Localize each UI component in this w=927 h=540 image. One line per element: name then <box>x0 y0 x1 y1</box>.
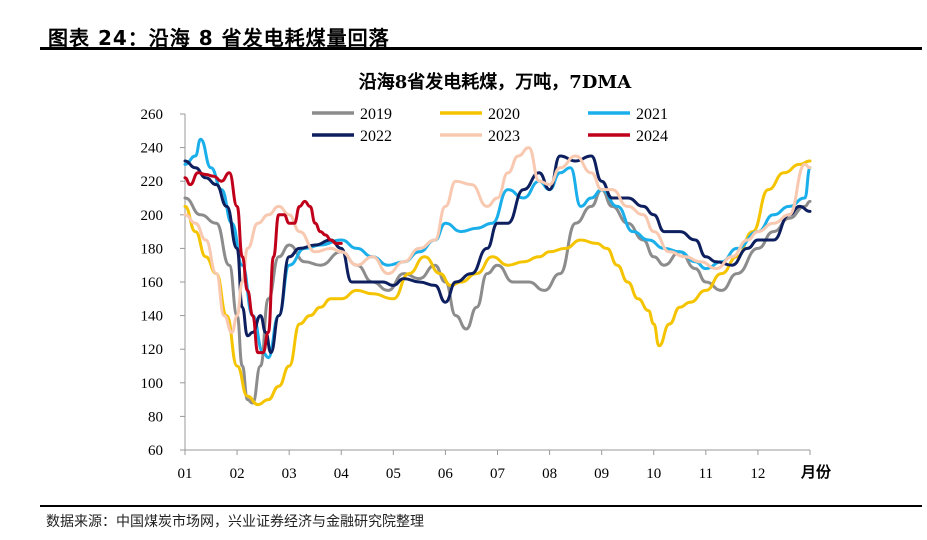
x-tick-label: 10 <box>646 466 661 482</box>
legend-label-2019: 2019 <box>360 106 392 123</box>
series-line-2019 <box>183 188 812 405</box>
x-tick-label: 05 <box>386 466 401 482</box>
source-note: 数据来源：中国煤炭市场网，兴业证券经济与金融研究院整理 <box>46 514 424 530</box>
x-tick-label: 03 <box>282 466 297 482</box>
top-rule <box>40 47 922 50</box>
y-tick-label: 200 <box>141 208 164 224</box>
y-tick-label: 80 <box>148 409 163 425</box>
legend-label-2022: 2022 <box>360 128 392 145</box>
y-tick-label: 120 <box>141 342 164 358</box>
x-tick-label: 02 <box>230 466 245 482</box>
series-line-2024 <box>183 171 343 355</box>
figure-title: 图表 24：沿海 8 省发电耗煤量回落 <box>48 26 390 50</box>
y-tick-label: 160 <box>141 275 164 291</box>
legend-label-2023: 2023 <box>488 128 520 145</box>
x-tick-label: 04 <box>334 466 350 482</box>
series-line-2022 <box>183 154 812 355</box>
bottom-rule <box>40 505 922 507</box>
legend-label-2020: 2020 <box>488 106 520 123</box>
series-group <box>183 137 812 407</box>
y-tick-label: 220 <box>141 174 164 190</box>
x-axis-unit-label: 月份 <box>800 463 832 481</box>
legend: 2019 2020 2021 2022 2023 2024 <box>312 106 668 145</box>
figure-header: 图表 24：沿海 8 省发电耗煤量回落 <box>40 8 920 52</box>
x-tick-label: 12 <box>750 466 765 482</box>
x-tick-label: 07 <box>490 466 506 482</box>
x-tick-label: 08 <box>542 466 557 482</box>
x-tick-label: 06 <box>438 466 454 482</box>
chart-title: 沿海8省发电耗煤，万吨，7DMA <box>359 71 633 93</box>
series-line-2023 <box>183 146 812 334</box>
y-tick-label: 180 <box>141 241 164 257</box>
axes: 60 80 100 120 140 160 180 200 220 240 260 01 02 03 04 0… <box>141 107 811 482</box>
x-tick-label: 01 <box>178 466 193 482</box>
y-tick-label: 60 <box>148 443 163 459</box>
y-tick-label: 260 <box>141 107 164 123</box>
y-tick-label: 140 <box>141 309 164 325</box>
x-tick-label: 11 <box>699 466 713 482</box>
legend-label-2021: 2021 <box>636 106 668 123</box>
x-tick-label: 09 <box>594 466 609 482</box>
series-line-2021 <box>183 137 812 360</box>
series-line-2020 <box>183 159 812 407</box>
y-tick-label: 240 <box>141 141 164 157</box>
legend-label-2024: 2024 <box>636 128 668 145</box>
y-tick-label: 100 <box>141 376 164 392</box>
